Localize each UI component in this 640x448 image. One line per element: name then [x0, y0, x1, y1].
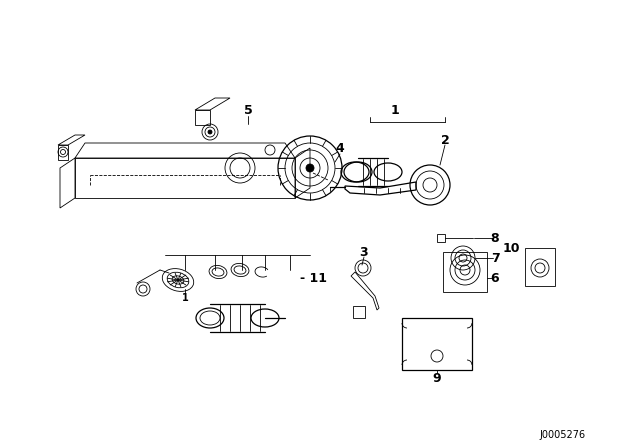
Text: - 11: - 11 — [300, 271, 327, 284]
Bar — [525, 248, 555, 286]
Bar — [437, 234, 445, 242]
Text: 4: 4 — [335, 142, 344, 155]
Text: 5: 5 — [244, 103, 252, 116]
Text: 2: 2 — [440, 134, 449, 146]
Text: J0005276: J0005276 — [540, 430, 586, 440]
Circle shape — [208, 130, 212, 134]
Text: 7: 7 — [491, 251, 499, 264]
Bar — [402, 318, 472, 370]
Text: 1: 1 — [390, 103, 399, 116]
Text: 9: 9 — [433, 371, 442, 384]
Text: 8: 8 — [491, 232, 499, 245]
Text: 6: 6 — [491, 271, 499, 284]
Text: 1: 1 — [182, 293, 188, 303]
Bar — [443, 252, 487, 292]
Text: 10: 10 — [502, 241, 520, 254]
Circle shape — [306, 164, 314, 172]
Text: 3: 3 — [360, 246, 368, 258]
